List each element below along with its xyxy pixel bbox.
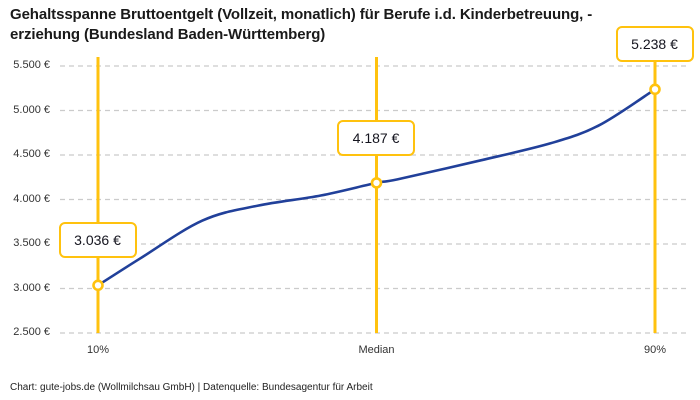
value-callout: 4.187 € (337, 119, 415, 156)
y-tick-label: 5.500 € (13, 59, 50, 71)
x-tick-label: Median (358, 344, 395, 356)
y-tick-label: 4.500 € (13, 148, 50, 160)
x-tick-label: 90% (643, 344, 667, 356)
value-callout: 5.238 € (615, 26, 694, 63)
chart-source-credit: Chart: gute-jobs.de (Wollmilchsau GmbH) … (10, 382, 373, 393)
value-callout: 3.036 € (58, 222, 137, 259)
y-tick-label: 2.500 € (13, 326, 50, 338)
y-tick-label: 3.500 € (13, 237, 50, 249)
chart-title: Gehaltsspanne Bruttoentgelt (Vollzeit, m… (10, 6, 593, 44)
data-point-marker (92, 279, 104, 292)
x-tick-label: 10% (86, 344, 110, 356)
y-tick-label: 3.000 € (13, 281, 50, 294)
data-point-marker (649, 83, 661, 96)
data-point-marker (370, 177, 383, 189)
y-tick-label: 4.000 € (13, 192, 50, 205)
y-tick-label: 5.000 € (13, 103, 50, 116)
